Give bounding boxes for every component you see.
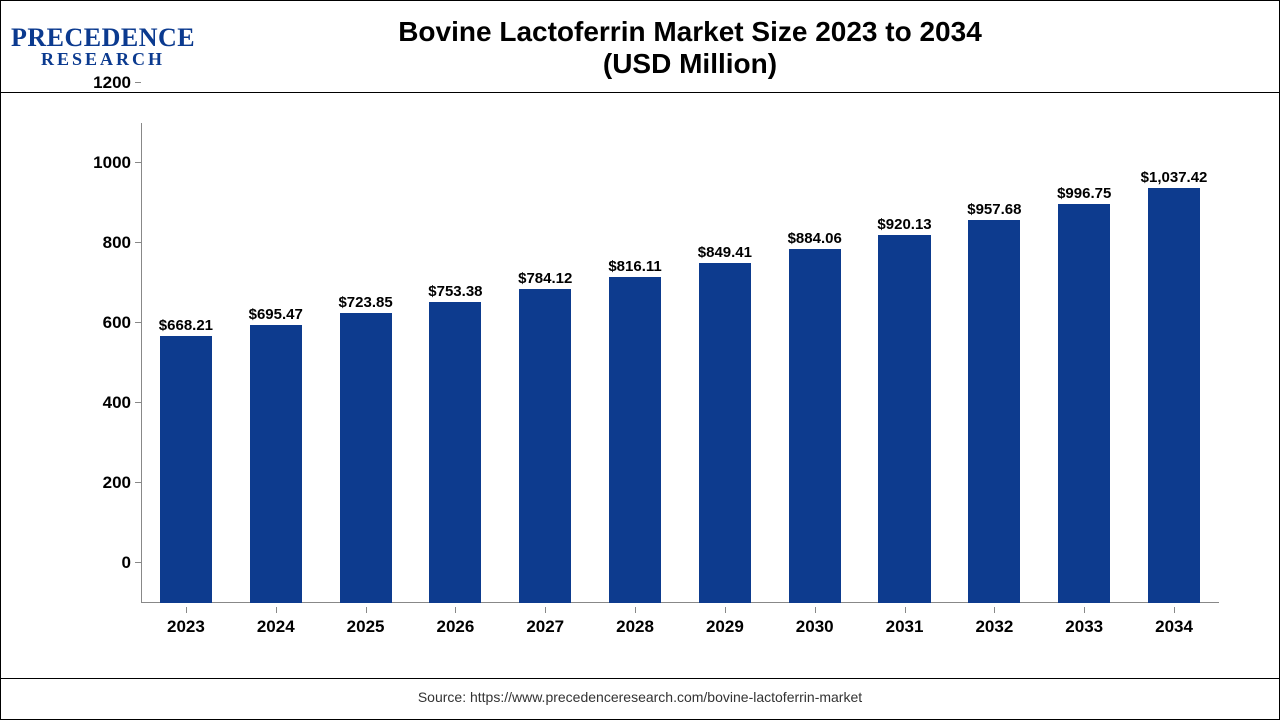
bar-group: $996.75 [1039,123,1129,603]
bar-group: $849.41 [680,123,770,603]
chart-area: 020040060080010001200 $668.21$695.47$723… [1,93,1279,679]
title-line1: Bovine Lactoferrin Market Size 2023 to 2… [211,16,1169,48]
bar-value-label: $996.75 [1057,185,1111,202]
bar-group: $784.12 [500,123,590,603]
bar-value-label: $784.12 [518,270,572,287]
y-tick-label: 800 [51,233,131,253]
bar-value-label: $695.47 [249,306,303,323]
bar-value-label: $1,037.42 [1141,169,1208,186]
bar-value-label: $668.21 [159,317,213,334]
title-line2: (USD Million) [211,48,1169,80]
bar [250,325,302,603]
bar [789,249,841,603]
bar [160,336,212,603]
bar-value-label: $849.41 [698,244,752,261]
x-tick-mark [1174,607,1175,613]
y-tick-label: 0 [51,553,131,573]
bar-value-label: $723.85 [338,294,392,311]
y-tick-label: 1200 [51,73,131,93]
bar-group: $816.11 [590,123,680,603]
y-tick-label: 400 [51,393,131,413]
x-tick-mark [725,607,726,613]
bar-value-label: $957.68 [967,201,1021,218]
chart-title: Bovine Lactoferrin Market Size 2023 to 2… [211,16,1269,80]
y-tick-label: 200 [51,473,131,493]
y-tick-label: 600 [51,313,131,333]
header: PRECEDENCE RESEARCH Bovine Lactoferrin M… [1,1,1279,93]
bar-value-label: $920.13 [877,216,931,233]
bar-value-label: $753.38 [428,283,482,300]
bar [519,289,571,603]
x-tick-mark [186,607,187,613]
chart-container: PRECEDENCE RESEARCH Bovine Lactoferrin M… [0,0,1280,720]
bar-value-label: $884.06 [788,230,842,247]
x-tick-mark [1084,607,1085,613]
x-tick-mark [905,607,906,613]
bar [968,220,1020,603]
x-tick-mark [455,607,456,613]
x-tick-mark [276,607,277,613]
bar-group: $920.13 [860,123,950,603]
bar-group: $884.06 [770,123,860,603]
bar [699,263,751,603]
plot: 020040060080010001200 $668.21$695.47$723… [41,123,1239,643]
logo: PRECEDENCE RESEARCH [11,25,211,70]
bar [1058,204,1110,603]
plot-inner: $668.21 $695.47 $723.85 $753.38 $784.12 $816.… [141,123,1219,603]
x-tick-mark [815,607,816,613]
bars: $668.21 $695.47 $723.85 $753.38 $784.12 $816.… [141,123,1219,603]
logo-line2: RESEARCH [41,49,211,70]
y-axis: 020040060080010001200 [41,123,141,603]
x-tick-mark [366,607,367,613]
y-tick-mark [135,82,141,83]
x-axis-labels: 2023202420252026202720282029203020312032… [141,607,1219,643]
bar-group: $957.68 [949,123,1039,603]
bar [1148,188,1200,603]
bar-group: $753.38 [410,123,500,603]
bar [429,302,481,603]
logo-line1: PRECEDENCE [11,25,211,51]
bar [340,313,392,603]
x-tick-mark [545,607,546,613]
source-text: Source: https://www.precedenceresearch.c… [1,679,1279,719]
bar-group: $723.85 [321,123,411,603]
bar [878,235,930,603]
x-tick-mark [635,607,636,613]
y-tick-label: 1000 [51,153,131,173]
bar-group: $695.47 [231,123,321,603]
bar-group: $1,037.42 [1129,123,1219,603]
bar [609,277,661,603]
bar-group: $668.21 [141,123,231,603]
bar-value-label: $816.11 [608,258,661,275]
x-tick-mark [994,607,995,613]
